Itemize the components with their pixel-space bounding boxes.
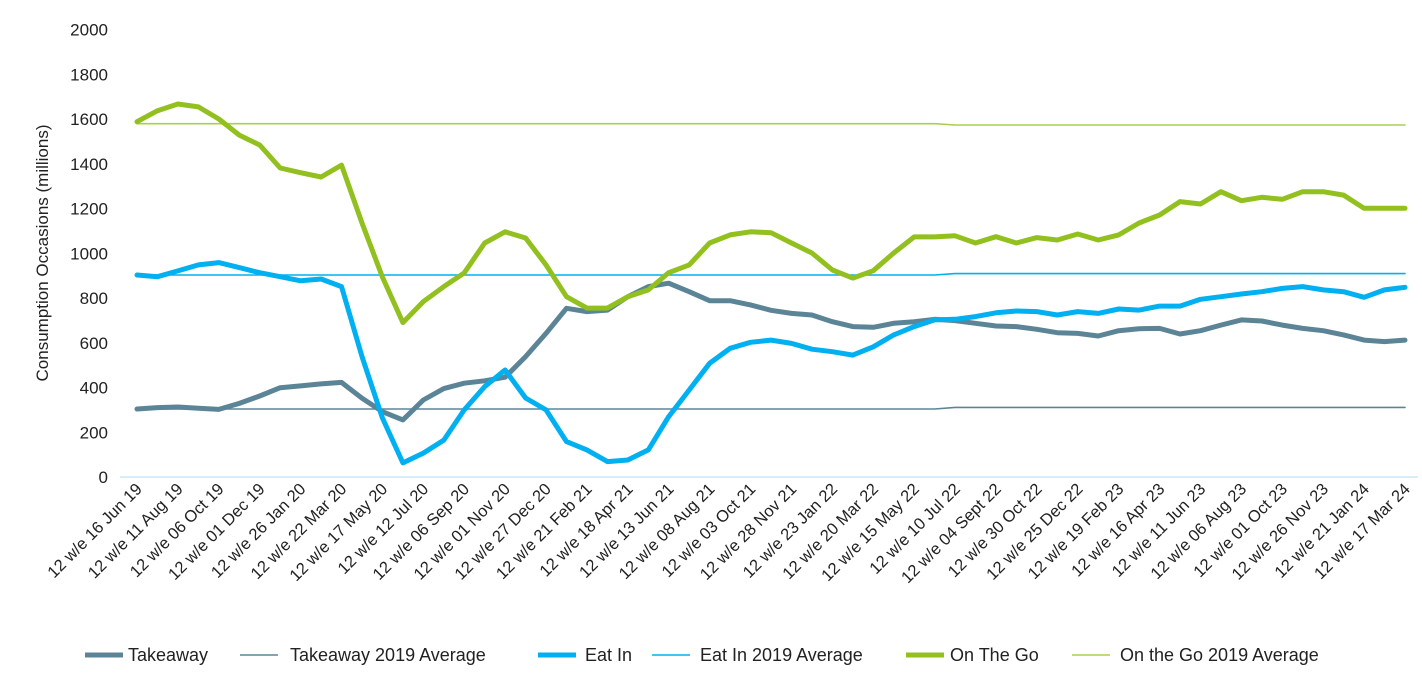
legend-item: Takeaway xyxy=(85,645,208,665)
y-axis-ticks: 0 200 400 600 800 1000 1200 1400 1600 1800 2000 xyxy=(70,21,108,488)
legend-item: Eat In xyxy=(538,645,632,665)
legend-label: On the Go 2019 Average xyxy=(1120,645,1319,665)
y-tick-label: 800 xyxy=(80,289,108,308)
y-axis-label: Consumption Occasions (millions) xyxy=(33,125,52,382)
y-tick-label: 400 xyxy=(80,379,108,398)
legend-label: On The Go xyxy=(950,645,1039,665)
y-tick-label: 1600 xyxy=(70,110,108,129)
y-tick-label: 2000 xyxy=(70,21,108,40)
legend-item: On The Go xyxy=(906,645,1039,665)
legend-label: Takeaway xyxy=(128,645,208,665)
y-tick-label: 1000 xyxy=(70,244,108,263)
legend-item: Takeaway 2019 Average xyxy=(240,645,486,665)
series-line-on-the-go-2019-average xyxy=(136,122,1406,126)
legend-item: On the Go 2019 Average xyxy=(1072,645,1319,665)
y-tick-label: 0 xyxy=(99,468,108,487)
series-line-eat-in-2019-average xyxy=(136,272,1406,276)
legend: Takeaway Takeaway 2019 Average Eat In Eat I… xyxy=(85,645,1319,665)
series-line-takeaway xyxy=(134,280,1408,423)
series-lines xyxy=(134,101,1408,466)
y-tick-label: 200 xyxy=(80,423,108,442)
legend-label: Eat In xyxy=(585,645,632,665)
legend-item: Eat In 2019 Average xyxy=(652,645,863,665)
y-tick-label: 1800 xyxy=(70,65,108,84)
y-tick-label: 600 xyxy=(80,334,108,353)
legend-label: Eat In 2019 Average xyxy=(700,645,863,665)
y-tick-label: 1200 xyxy=(70,200,108,219)
y-tick-label: 1400 xyxy=(70,155,108,174)
series-line-on-the-go xyxy=(134,101,1408,326)
legend-label: Takeaway 2019 Average xyxy=(290,645,486,665)
series-line-takeaway-2019-average xyxy=(136,406,1406,410)
series-line-eat-in xyxy=(134,260,1408,466)
